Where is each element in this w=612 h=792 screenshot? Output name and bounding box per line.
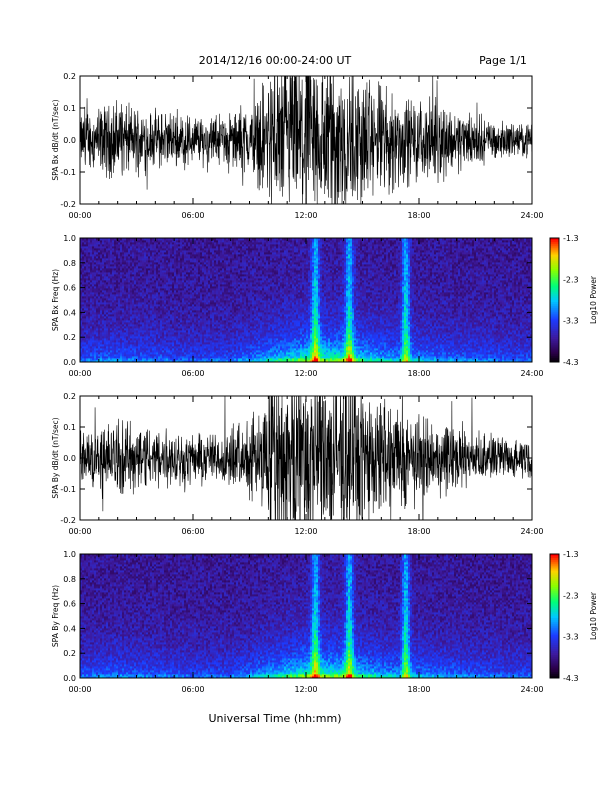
x-tick-label: 24:00	[520, 211, 543, 220]
spectrogram-1	[80, 238, 532, 362]
y-tick-label: 0.1	[63, 104, 76, 113]
page-indicator: Page 1/1	[479, 54, 527, 67]
x-tick-label: 12:00	[294, 211, 317, 220]
x-tick-label: 18:00	[407, 211, 430, 220]
dbdt-trace-0	[80, 0, 532, 239]
y-tick-label: -0.1	[60, 168, 76, 177]
x-axis-title: Universal Time (hh:mm)	[209, 712, 342, 725]
y-tick-label: 0.2	[63, 72, 76, 81]
date-range-title: 2014/12/16 00:00-24:00 UT	[199, 54, 352, 67]
y-tick-label: 0.0	[63, 136, 76, 145]
y-axis-label: SPA Bx dB/dt (nT/sec)	[51, 99, 60, 180]
x-tick-label: 00:00	[68, 211, 91, 220]
x-tick-label: 06:00	[181, 211, 204, 220]
y-tick-label: -0.2	[60, 200, 76, 209]
